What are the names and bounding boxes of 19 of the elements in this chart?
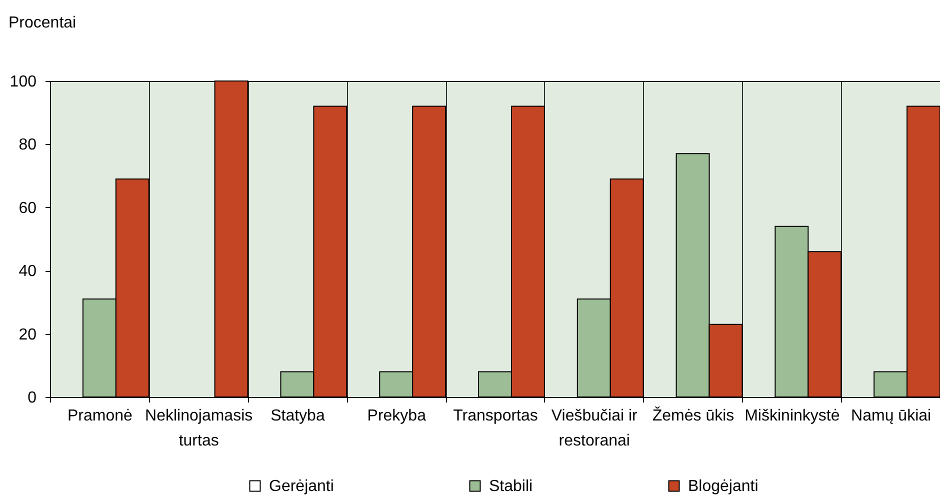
y-tick-label: 80: [18, 136, 37, 154]
y-tick-label: 40: [18, 263, 37, 280]
x-tick-label: Namų ūkiai: [851, 408, 932, 424]
x-tick-label: Prekyba: [367, 408, 426, 424]
y-tick-label: 20: [18, 326, 37, 344]
x-tick-label: Transportas: [453, 408, 538, 424]
x-tick-label: Statyba: [270, 408, 325, 424]
y-axis-title: Procentai: [8, 14, 76, 32]
x-tick-label: Žemės ūkis: [652, 406, 734, 424]
x-tick-label: Neklinojamasis turtas: [145, 408, 253, 450]
y-tick-label: 0: [28, 390, 37, 406]
x-tick-label: Miškininkystė: [744, 408, 840, 424]
y-tick-label: 100: [10, 74, 37, 90]
legend-label: Blogėjanti: [688, 478, 758, 495]
y-tick-label: 60: [18, 200, 37, 217]
legend-label: Stabili: [489, 478, 533, 495]
x-tick-label: Viešbučiai ir restoranai: [551, 408, 638, 450]
x-tick-label: Pramonė: [67, 408, 133, 424]
legend-label: Gerėjanti: [269, 478, 334, 495]
